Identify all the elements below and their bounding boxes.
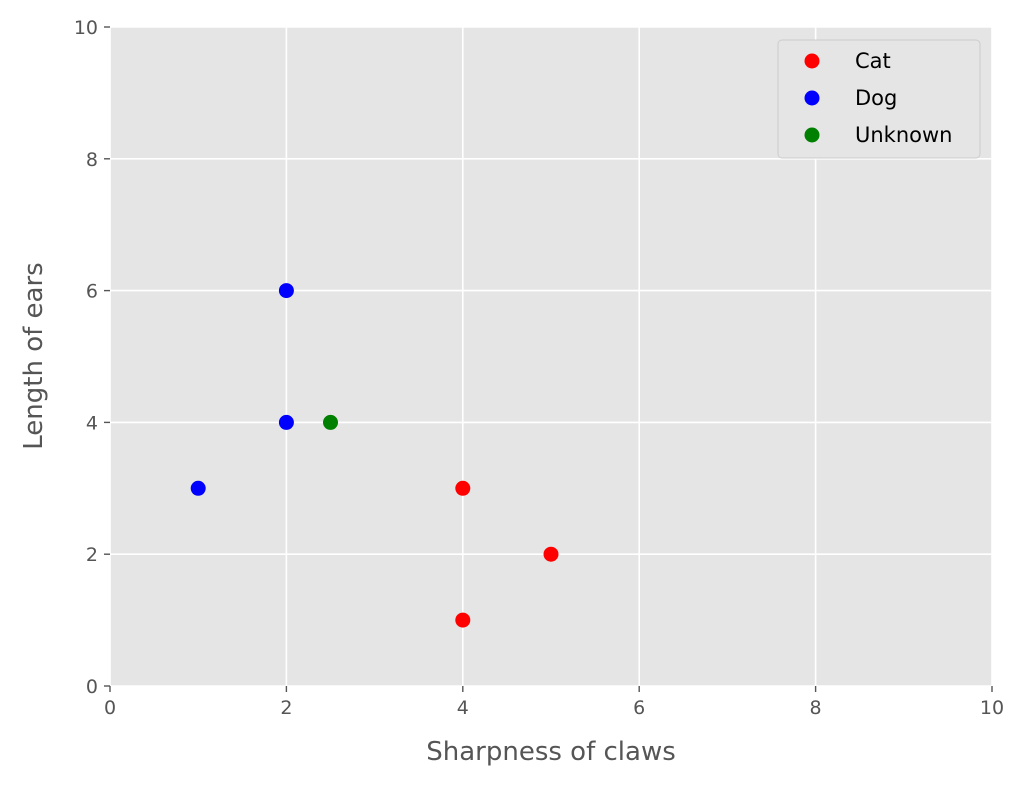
x-tick-label: 0 (104, 697, 116, 719)
legend-label-cat: Cat (855, 49, 891, 73)
point-cat (455, 480, 471, 496)
x-tick-label: 2 (280, 697, 292, 719)
x-tick-label: 10 (980, 697, 1004, 719)
legend-marker-unknown (804, 127, 820, 143)
legend-label-dog: Dog (855, 86, 897, 110)
data-points (190, 283, 559, 628)
point-dog (190, 480, 206, 496)
legend-marker-dog (804, 90, 820, 106)
y-axis-label: Length of ears (19, 262, 49, 449)
y-tick-label: 4 (86, 412, 98, 434)
legend-label-unknown: Unknown (855, 123, 952, 147)
y-tick-label: 0 (86, 676, 98, 698)
y-tick-label: 10 (74, 17, 98, 39)
point-cat (543, 546, 559, 562)
axis-ticks: 0 2 4 6 8 10 0 2 4 6 8 10 (74, 17, 1004, 719)
point-dog (278, 283, 294, 299)
x-tick-label: 8 (810, 697, 822, 719)
x-tick-label: 6 (633, 697, 645, 719)
point-dog (278, 414, 294, 430)
y-tick-label: 2 (86, 544, 98, 566)
x-tick-label: 4 (457, 697, 469, 719)
legend-box (777, 39, 981, 159)
legend-marker-cat (804, 53, 820, 69)
y-tick-label: 8 (86, 149, 98, 171)
point-cat (455, 612, 471, 628)
grid-lines (109, 26, 993, 687)
y-tick-label: 6 (86, 281, 98, 303)
x-axis-label: Sharpness of claws (426, 737, 676, 767)
point-unknown (323, 414, 338, 430)
legend: Cat Dog Unknown (777, 39, 981, 159)
